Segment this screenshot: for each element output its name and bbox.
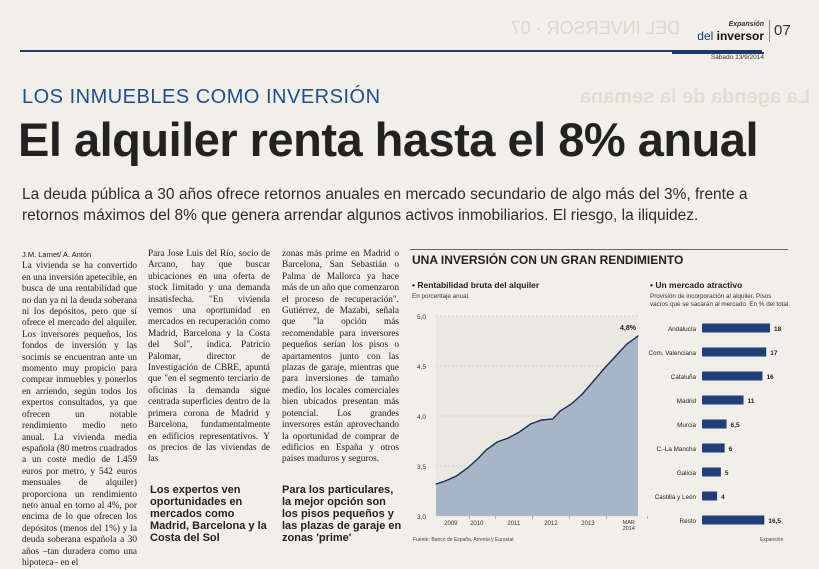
bar	[702, 491, 718, 501]
data-point	[559, 410, 561, 412]
data-point	[455, 475, 457, 477]
column-1-text: La vivienda se ha convertido en una inve…	[22, 261, 137, 568]
byline: J.M. Lamet/ A. Antón	[22, 250, 92, 259]
chart-credit: Expansión	[760, 537, 784, 543]
vacant-homes-chart: Andalucía 18 Com. Valenciana 17 Cataluña 16 Ma…	[649, 323, 782, 525]
data-point	[615, 355, 617, 357]
bar-value-label: 18	[774, 326, 782, 333]
bar-category-label: Castilla y León	[655, 494, 697, 501]
data-point	[592, 380, 595, 382]
bar	[702, 371, 763, 381]
bar-value-label: 17	[770, 350, 778, 357]
line-chart-subtitle: En porcentaje anual.	[412, 293, 470, 300]
data-point	[496, 441, 498, 443]
infographic-rule	[410, 249, 788, 250]
x-tick-label: 2012	[544, 521, 558, 527]
bar	[702, 323, 770, 333]
article-column-2: Para Jose Luis del Río, socio de Arcano,…	[148, 249, 270, 465]
x-tick-label: 2010	[470, 521, 484, 527]
line-chart-title: • Rentabilidad bruta del alquiler	[412, 280, 540, 290]
bullet-icon: •	[412, 280, 415, 290]
bar-value-label: 11	[748, 398, 755, 405]
bar-category-label: Resto	[680, 518, 697, 525]
series-line	[435, 335, 639, 485]
x-tick-label: 2009	[444, 521, 458, 527]
section-name: inversor	[716, 29, 764, 43]
data-point	[466, 467, 469, 469]
data-point	[604, 367, 606, 369]
rent-yield-chart: 3,0 3,5 4,0 4,5 5,0 2009 2010 2011 2012 2013 MAR 20…	[417, 314, 648, 532]
article-kicker: LOS INMUEBLES COMO INVERSIÓN	[22, 86, 381, 108]
y-tick-label: 4,0	[417, 414, 426, 421]
x-tick-label: 2013	[581, 521, 595, 527]
bar-value-label: 16	[766, 374, 774, 381]
bar	[702, 467, 721, 477]
bar	[702, 395, 744, 405]
bar-category-label: Cataluña	[671, 374, 697, 381]
y-tick-label: 4,5	[417, 364, 426, 371]
x-tick-label: MAR 2014	[623, 520, 635, 532]
issue-date: Sábado 13/9/2014	[710, 54, 764, 61]
article-column-1: J.M. Lamet/ A. Antón La vivienda se ha c…	[22, 249, 137, 569]
bar	[702, 515, 765, 525]
data-point	[444, 480, 446, 482]
bleed-through-text: DEL INVERSOR · 07	[510, 18, 680, 38]
bar	[702, 419, 727, 429]
bleed-through-text-2: La agenda de la semana	[579, 86, 810, 108]
data-point	[529, 423, 532, 425]
data-point	[626, 343, 628, 345]
bar-value-label: 5	[725, 470, 729, 477]
page-number: 07	[769, 20, 791, 42]
section-small: Expansión	[728, 21, 764, 28]
end-value-label: 4,8%	[620, 325, 637, 332]
data-point	[435, 483, 437, 485]
section-prefix: del	[697, 29, 714, 43]
article-deck: La deuda pública a 30 años ofrece retorn…	[22, 186, 748, 224]
bar	[702, 347, 767, 357]
bullet-icon: •	[650, 280, 653, 290]
area-fill	[436, 336, 638, 516]
data-point	[507, 437, 509, 439]
bar-category-label: Madrid	[677, 398, 697, 405]
data-point	[518, 431, 520, 433]
article-column-3: zonas más prime en Madrid o Barcelona, S…	[282, 249, 399, 465]
x-tick-label: 2011	[507, 521, 521, 527]
data-point	[485, 449, 487, 451]
pull-quote-2: Para los particulares, la mejor opción s…	[282, 484, 402, 544]
data-point	[637, 335, 639, 337]
infographic-title: UNA INVERSIÓN CON UN GRAN RENDIMIENTO	[412, 253, 684, 267]
bar-chart-title: • Un mercado atractivo	[650, 280, 743, 290]
data-point	[478, 457, 480, 459]
bar-category-label: Andalucía	[668, 326, 697, 333]
y-tick-label: 3,0	[417, 514, 426, 521]
pull-quote-1: Los expertos ven oportunidades en mercad…	[150, 484, 267, 544]
data-point	[570, 403, 572, 405]
bar-category-label: Galicia	[677, 470, 697, 477]
bar-value-label: 4	[721, 494, 725, 501]
bar-value-label: 16,5	[768, 518, 781, 525]
y-tick-label: 5,0	[417, 314, 426, 321]
bar-value-label: 6	[729, 446, 733, 453]
bar	[702, 443, 725, 453]
header-rule	[20, 50, 762, 52]
article-headline: El alquiler renta hasta el 8% anual	[18, 113, 759, 166]
bar-value-label: 6,5	[731, 422, 740, 429]
chart-source: Fuente: Banco de España, Arrenta y Euros…	[413, 537, 514, 543]
data-point	[552, 418, 554, 420]
section-brand: Expansión del inversor	[672, 20, 764, 54]
bar-category-label: Com. Valenciana	[649, 350, 697, 357]
data-point	[541, 419, 543, 421]
bar-category-label: C.-La Mancha	[656, 446, 696, 453]
bar-category-label: Murcia	[677, 422, 696, 429]
bar-chart-subtitle: Provisión de incorporación al alquiler. …	[650, 293, 791, 308]
y-tick-label: 3,5	[417, 464, 426, 471]
data-point	[581, 393, 584, 395]
